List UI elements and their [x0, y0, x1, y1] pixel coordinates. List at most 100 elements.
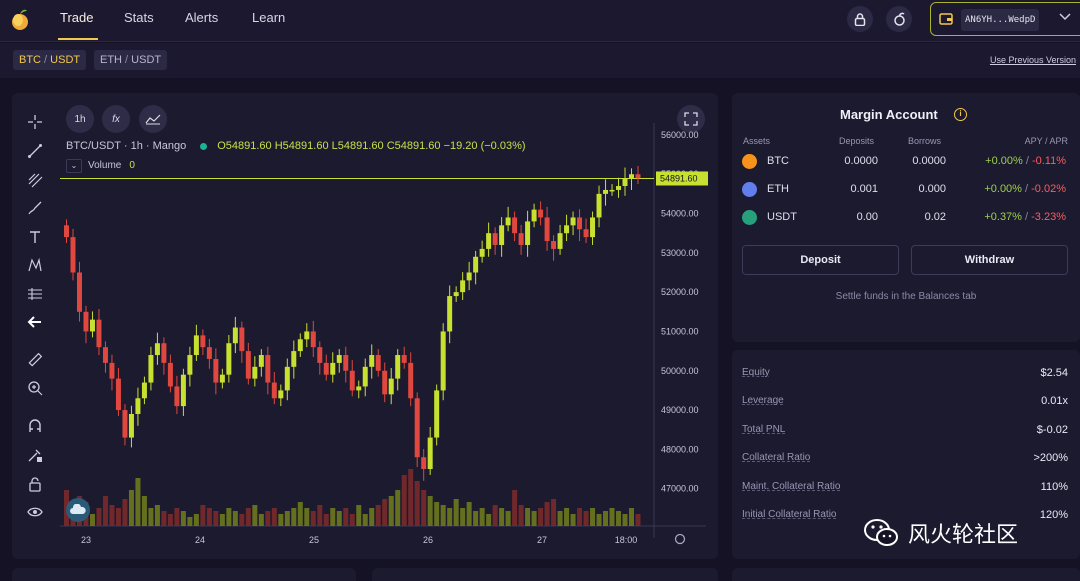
info-icon[interactable]: i: [954, 108, 967, 121]
volume-bar: [505, 511, 511, 526]
eth-icon: [742, 182, 757, 197]
indicators-button[interactable]: fx: [102, 105, 130, 133]
stat-equity: Equity $2.54: [742, 367, 1068, 383]
use-previous-version-link[interactable]: Use Previous Version: [989, 55, 1076, 65]
nav-alerts[interactable]: Alerts: [185, 10, 219, 25]
collapse-legend-button[interactable]: ⌄: [66, 159, 82, 173]
volume-bar: [525, 508, 531, 526]
asset-borrows: 0.000: [918, 183, 946, 195]
candle-body: [200, 335, 206, 348]
measure-lines-icon[interactable]: [26, 285, 44, 303]
stat-value: $-0.02: [1036, 424, 1068, 436]
theme-button[interactable]: [886, 6, 912, 32]
candle-body: [609, 189, 615, 192]
market-btc-usdt[interactable]: BTC / USDT: [13, 50, 87, 70]
volume-bar: [226, 508, 232, 526]
eye-icon[interactable]: [26, 503, 44, 521]
apy-value: +0.00%: [984, 183, 1022, 195]
volume-bar: [629, 508, 635, 526]
nav-learn[interactable]: Learn: [252, 10, 286, 25]
stat-label[interactable]: Maint. Collateral Ratio: [742, 481, 841, 492]
stat-value: 0.01x: [1041, 395, 1068, 407]
trendline-icon[interactable]: [26, 142, 44, 160]
zoom-in-icon[interactable]: [26, 379, 44, 397]
multi-line-icon[interactable]: [26, 171, 44, 189]
market-quote: USDT: [131, 54, 162, 66]
candle-body: [330, 362, 336, 375]
deposit-button[interactable]: Deposit: [742, 245, 899, 275]
volume-bar: [193, 514, 199, 526]
ruler-icon[interactable]: [26, 351, 44, 369]
asset-deposits: 0.00: [856, 211, 878, 223]
volume-bar: [635, 514, 641, 526]
brush-icon[interactable]: [26, 199, 44, 217]
volume-bar: [297, 502, 303, 526]
stat-label[interactable]: Initial Collateral Ratio: [742, 509, 837, 520]
wechat-icon: [864, 519, 898, 546]
volume-bar: [336, 511, 342, 526]
top-nav: Trade Stats Alerts Learn AN6YH...WedpD: [0, 0, 1080, 42]
volume-bar: [174, 508, 180, 526]
candle-body: [460, 280, 466, 293]
candle-body: [343, 355, 349, 371]
asset-name: BTC: [767, 155, 789, 167]
x-tick-label: 25: [309, 535, 319, 545]
tradingview-logo-button[interactable]: [66, 498, 90, 522]
back-arrow-icon[interactable]: [26, 313, 44, 331]
stat-label[interactable]: Collateral Ratio: [742, 452, 811, 463]
stat-label[interactable]: Equity: [742, 367, 770, 378]
candle-body: [544, 217, 550, 242]
withdraw-button[interactable]: Withdraw: [911, 245, 1068, 275]
candle-body: [408, 362, 414, 399]
y-tick-label: 49000.00: [661, 405, 699, 415]
crosshair-icon[interactable]: [26, 113, 44, 131]
candle-body: [304, 331, 310, 340]
fullscreen-button[interactable]: [677, 105, 705, 133]
candle-body: [388, 378, 394, 395]
y-tick-label: 54000.00: [661, 209, 699, 219]
magnet-icon[interactable]: [26, 417, 44, 435]
lock-button[interactable]: [847, 6, 873, 32]
text-icon[interactable]: [26, 228, 44, 246]
asset-name: USDT: [767, 211, 797, 223]
mango-logo-icon[interactable]: [10, 7, 30, 31]
nav-trade[interactable]: Trade: [60, 10, 94, 25]
lock-icon[interactable]: [26, 475, 44, 493]
market-eth-usdt[interactable]: ETH / USDT: [94, 50, 168, 70]
header-apy-apr: APY / APR: [1024, 136, 1068, 146]
volume-bar: [135, 478, 141, 526]
wallet-button[interactable]: AN6YH...WedpD: [930, 2, 1080, 36]
volume-bar: [271, 508, 277, 526]
volume-bar: [382, 499, 388, 526]
stat-label[interactable]: Total PNL: [742, 424, 786, 435]
candle-body: [349, 370, 355, 391]
interval-button[interactable]: 1h: [66, 105, 94, 133]
nav-stats[interactable]: Stats: [124, 10, 154, 25]
candle-body: [174, 386, 180, 407]
asset-borrows: 0.0000: [912, 155, 946, 167]
volume-bar: [473, 511, 479, 526]
usdt-icon: [742, 210, 757, 225]
candle-body: [187, 355, 193, 375]
status-dot-icon: [200, 142, 208, 150]
stat-label[interactable]: Leverage: [742, 395, 784, 406]
volume-bar: [323, 514, 329, 526]
volume-bar: [590, 508, 596, 526]
volume-bar: [466, 502, 472, 526]
volume-label: Volume: [88, 160, 122, 171]
candle-body: [271, 382, 277, 399]
pattern-icon[interactable]: [26, 256, 44, 274]
candle-body: [76, 272, 82, 312]
chart-type-button[interactable]: [139, 105, 167, 133]
asset-row-eth: ETH 0.001 0.000 +0.00% / -0.02%: [742, 180, 1068, 200]
volume-bar: [115, 508, 121, 526]
y-tick-label: 53000.00: [661, 248, 699, 258]
y-tick-label: 52000.00: [661, 287, 699, 297]
candlestick-chart[interactable]: 56000.0055000.0054000.0053000.0052000.00…: [12, 93, 718, 559]
volume-bar: [154, 505, 160, 526]
volume-bar: [395, 490, 401, 526]
candle-body: [232, 327, 238, 344]
stat-maint-collateral-ratio: Maint. Collateral Ratio 110%: [742, 481, 1068, 497]
lock-drawing-icon[interactable]: [26, 446, 44, 464]
volume-bar: [499, 508, 505, 526]
